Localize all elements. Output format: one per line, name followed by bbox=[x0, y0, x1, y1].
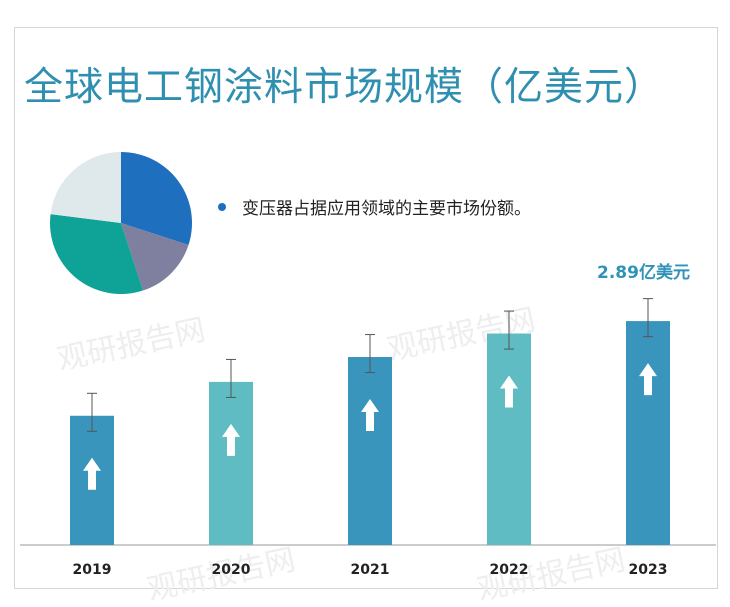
legend-text: 变压器占据应用领域的主要市场份额。 bbox=[242, 199, 531, 219]
x-tick-label-2023: 2023 bbox=[629, 562, 668, 578]
up-arrow-icon bbox=[83, 457, 101, 490]
up-arrow-icon bbox=[500, 375, 518, 408]
value-callout: 2.89亿美元 bbox=[597, 263, 690, 283]
chart-title: 全球电工钢涂料市场规模（亿美元） bbox=[24, 65, 665, 110]
up-arrow-icon bbox=[222, 423, 240, 456]
x-tick-label-2019: 2019 bbox=[73, 562, 112, 578]
x-tick-label-2020: 2020 bbox=[212, 562, 251, 578]
bar-2021 bbox=[348, 357, 392, 545]
bar-2022 bbox=[487, 333, 531, 545]
x-tick-label-2022: 2022 bbox=[490, 562, 529, 578]
x-tick-label-2021: 2021 bbox=[351, 562, 390, 578]
pie-slice-4 bbox=[50, 152, 121, 223]
bar-2020 bbox=[209, 381, 253, 545]
pie-slice-1 bbox=[121, 152, 192, 245]
legend-bullet-icon bbox=[218, 202, 226, 211]
legend: 变压器占据应用领域的主要市场份额。 bbox=[218, 194, 531, 219]
up-arrow-icon bbox=[639, 363, 657, 396]
up-arrow-icon bbox=[361, 399, 379, 432]
watermark-text: 观研报告网 bbox=[54, 312, 208, 377]
pie-slice-3 bbox=[50, 214, 143, 295]
pie-slice-2 bbox=[121, 223, 189, 291]
bar-2023 bbox=[626, 321, 670, 545]
